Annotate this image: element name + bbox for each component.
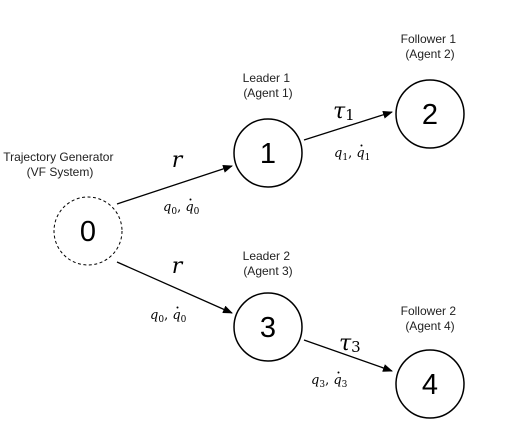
node-4-id: 4 [422,369,438,401]
node-4-caption-line-2: (Agent 4) [405,319,454,333]
edge-1-2-dot-accent [360,144,363,147]
edge-3-4-dot-accent [337,371,340,374]
edge-0-1-state-q: q [163,200,171,215]
node-2-id: 2 [422,99,438,131]
node-1-id: 1 [260,138,276,170]
edge-0-1-dot-accent [189,198,192,201]
edge-1-2-state-qdot-sub: 1 [365,153,371,163]
edge-3-4-state-q-sub: 3 [319,380,325,390]
edge-1-2-state-separator: , [348,146,356,161]
node-2-circle [395,79,465,149]
edge-0-1-state-q-sub: 0 [171,207,177,217]
node-4: 4 [395,349,465,419]
edge-1-2-state: q1, q1 [334,146,370,163]
edge-0-3-state-qdot: q [172,308,180,323]
node-4-caption: Follower 2 (Agent 4) [401,304,460,333]
node-0-id: 0 [80,216,96,248]
edge-0-3-state: q0, q0 [150,308,187,325]
node-3-id: 3 [260,312,276,344]
edge-0-1-state-qdot-sub: 0 [194,207,200,217]
node-0: 0 [53,196,123,266]
edge-1-2-state-q: q [334,146,342,161]
edge-0-1-symbol: r [172,148,184,173]
edge-1-2-tau-sub: 1 [345,106,355,124]
node-3: 3 [233,292,303,362]
node-2: 2 [395,79,465,149]
edge-0-3-state-separator: , [164,308,172,323]
node-1-caption: Leader 1 (Agent 1) [243,71,294,100]
node-1-caption-line-2: (Agent 1) [243,86,292,100]
edge-0-1-state-separator: , [177,200,185,215]
node-1-caption-line-1: Leader 1 [243,71,291,85]
edge-1-2-state-q-sub: 1 [342,153,348,163]
node-2-caption-line-1: Follower 1 [401,32,457,46]
edge-0-to-1 [116,165,233,205]
edge-0-3-dot-accent [176,306,179,309]
edge-3-4-symbol: τ3 [339,331,361,356]
node-2-caption: Follower 1 (Agent 2) [401,32,460,61]
edge-3-4-state-qdot: q [333,373,341,388]
node-1: 1 [233,118,303,188]
node-0-caption-line-2: (VF System) [27,165,94,179]
edge-3-4-state: q3, q3 [311,373,348,390]
edge-3-4-state-q: q [311,373,319,388]
edge-3-4-state-separator: , [325,373,333,388]
edge-0-1-state: q0, q0 [163,200,200,217]
edge-3-4-state-qdot-sub: 3 [342,380,348,390]
node-4-caption-line-1: Follower 2 [401,304,457,318]
edge-1-2-tau: τ [333,99,346,124]
edge-0-3-state-qdot-sub: 0 [181,315,187,325]
node-2-caption-line-2: (Agent 2) [405,47,454,61]
node-4-circle [395,349,465,419]
node-0-circle [53,196,123,266]
edge-3-4-tau: τ [339,331,352,356]
edge-0-3-state-q-sub: 0 [158,315,164,325]
edge-1-to-2 [303,110,393,141]
edge-1-2-state-qdot: q [356,146,364,161]
node-3-caption-line-2: (Agent 3) [243,264,292,278]
edge-0-3-state-q: q [150,308,158,323]
edge-0-1-state-qdot: q [185,200,193,215]
node-3-circle [233,292,303,362]
node-3-caption-line-1: Leader 2 [243,249,291,263]
edge-3-4-tau-sub: 3 [351,338,361,356]
node-3-caption: Leader 2 (Agent 3) [243,249,294,278]
node-0-caption-line-1: Trajectory Generator [3,150,113,164]
node-0-caption: Trajectory Generator (VF System) [3,150,117,179]
edge-1-2-symbol: τ1 [333,99,355,124]
edge-0-3-symbol: r [172,254,184,279]
node-1-circle [233,118,303,188]
edge-0-to-3 [116,261,233,314]
edge-3-to-4 [303,339,393,372]
